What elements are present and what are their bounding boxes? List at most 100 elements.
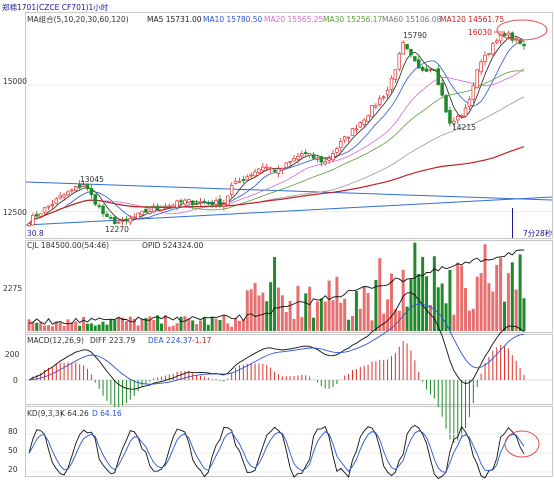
volume-bar (308, 286, 312, 331)
volume-bar (113, 320, 117, 331)
volume-bar (234, 318, 238, 331)
volume-bar (214, 318, 218, 331)
volume-bar (66, 319, 70, 331)
candle-body (89, 188, 94, 195)
volume-bar (405, 306, 409, 331)
candle-body (190, 200, 195, 205)
candle-body (42, 207, 47, 213)
candle-body (81, 184, 86, 187)
volume-bar (210, 317, 214, 331)
candle-body (31, 214, 35, 226)
candle-body (491, 43, 495, 55)
volume-bar (296, 285, 300, 331)
candle-body (342, 136, 347, 141)
candle-body (319, 156, 324, 163)
volume-bar (514, 289, 518, 331)
volume-bar (518, 254, 522, 331)
candle-body (300, 152, 304, 157)
volume-bar (491, 291, 495, 331)
ma60-legend: MA60 15106.08 (382, 15, 442, 24)
volume-bar (432, 256, 436, 331)
ma30-legend: MA30 15256.17 (323, 15, 383, 24)
candle-body (151, 207, 156, 213)
volume-bar (89, 323, 93, 331)
ma10-legend: MA10 15780.50 (203, 15, 263, 24)
diff-legend: DIFF 223.79 (90, 336, 135, 345)
volume-bar (148, 316, 152, 331)
volume-bar (144, 318, 148, 331)
volume-tick: 2275 (3, 284, 22, 293)
volume-bar (93, 325, 97, 331)
volume-bar (444, 303, 448, 331)
volume-bar (43, 325, 47, 331)
candle-body (155, 206, 160, 210)
volume-bar (440, 283, 444, 331)
volume-bar (339, 302, 343, 331)
volume-bar (351, 315, 355, 331)
volume-bar (237, 320, 241, 331)
ma120-line (28, 146, 525, 225)
candle-body (292, 158, 296, 162)
volume-bar (74, 321, 78, 331)
candle-body (467, 98, 472, 107)
annotation-12270: 12270 (105, 225, 129, 234)
candle-body (475, 69, 479, 88)
candle-body (210, 202, 214, 206)
candle-body (183, 199, 187, 205)
volume-bar (288, 300, 292, 331)
volume-bar (467, 310, 471, 331)
volume-bar (124, 321, 128, 331)
volume-bar (522, 298, 526, 331)
candle-body (448, 110, 452, 124)
candle-body (440, 82, 444, 96)
volume-bar (152, 320, 156, 331)
volume-bar (121, 317, 125, 331)
volume-bar (425, 276, 429, 331)
macd-tick-0: 0 (13, 376, 18, 385)
volume-bar (245, 290, 249, 331)
dea-line (28, 303, 525, 385)
volume-bar (343, 298, 347, 331)
volume-bar (46, 325, 50, 331)
volume-bar (128, 316, 132, 331)
volume-bar (464, 288, 468, 331)
d-line (28, 430, 525, 473)
candle-body (70, 189, 74, 192)
candle-body (124, 218, 129, 221)
kd-tick-50: 50 (8, 446, 18, 455)
annotation-13045: 13045 (80, 175, 104, 184)
volume-bar (471, 308, 475, 331)
candle-body (112, 217, 117, 224)
candle-body (378, 98, 382, 105)
candle-body (66, 191, 70, 196)
candle-body (253, 171, 257, 177)
candle-body (346, 136, 351, 139)
candle-body (77, 184, 82, 189)
volume-bar (62, 325, 66, 331)
volume-bar (222, 315, 226, 331)
candle-body (171, 205, 175, 208)
macd-panel (25, 334, 553, 405)
candle-body (93, 194, 98, 205)
volume-bar (265, 301, 269, 331)
volume-bar (393, 309, 397, 331)
countdown-label: 7分28秒 (523, 228, 553, 238)
volume-bar (132, 318, 136, 331)
volume-bar (323, 301, 327, 331)
candle-body (140, 210, 144, 216)
volume-bar (276, 287, 280, 331)
candle-body (105, 213, 109, 218)
volume-bar (510, 262, 514, 331)
candle-body (409, 49, 413, 56)
volume-bar (82, 316, 86, 331)
macd-value: -1.17 (192, 336, 212, 345)
candle-body (323, 161, 327, 165)
candle-body (354, 128, 359, 131)
candle-body (136, 212, 140, 219)
volume-bar (378, 258, 382, 331)
candle-body (455, 116, 460, 121)
volume-bar (191, 320, 195, 331)
candle-body (163, 207, 168, 210)
volume-bar (389, 273, 393, 331)
volume-bar (273, 257, 277, 331)
